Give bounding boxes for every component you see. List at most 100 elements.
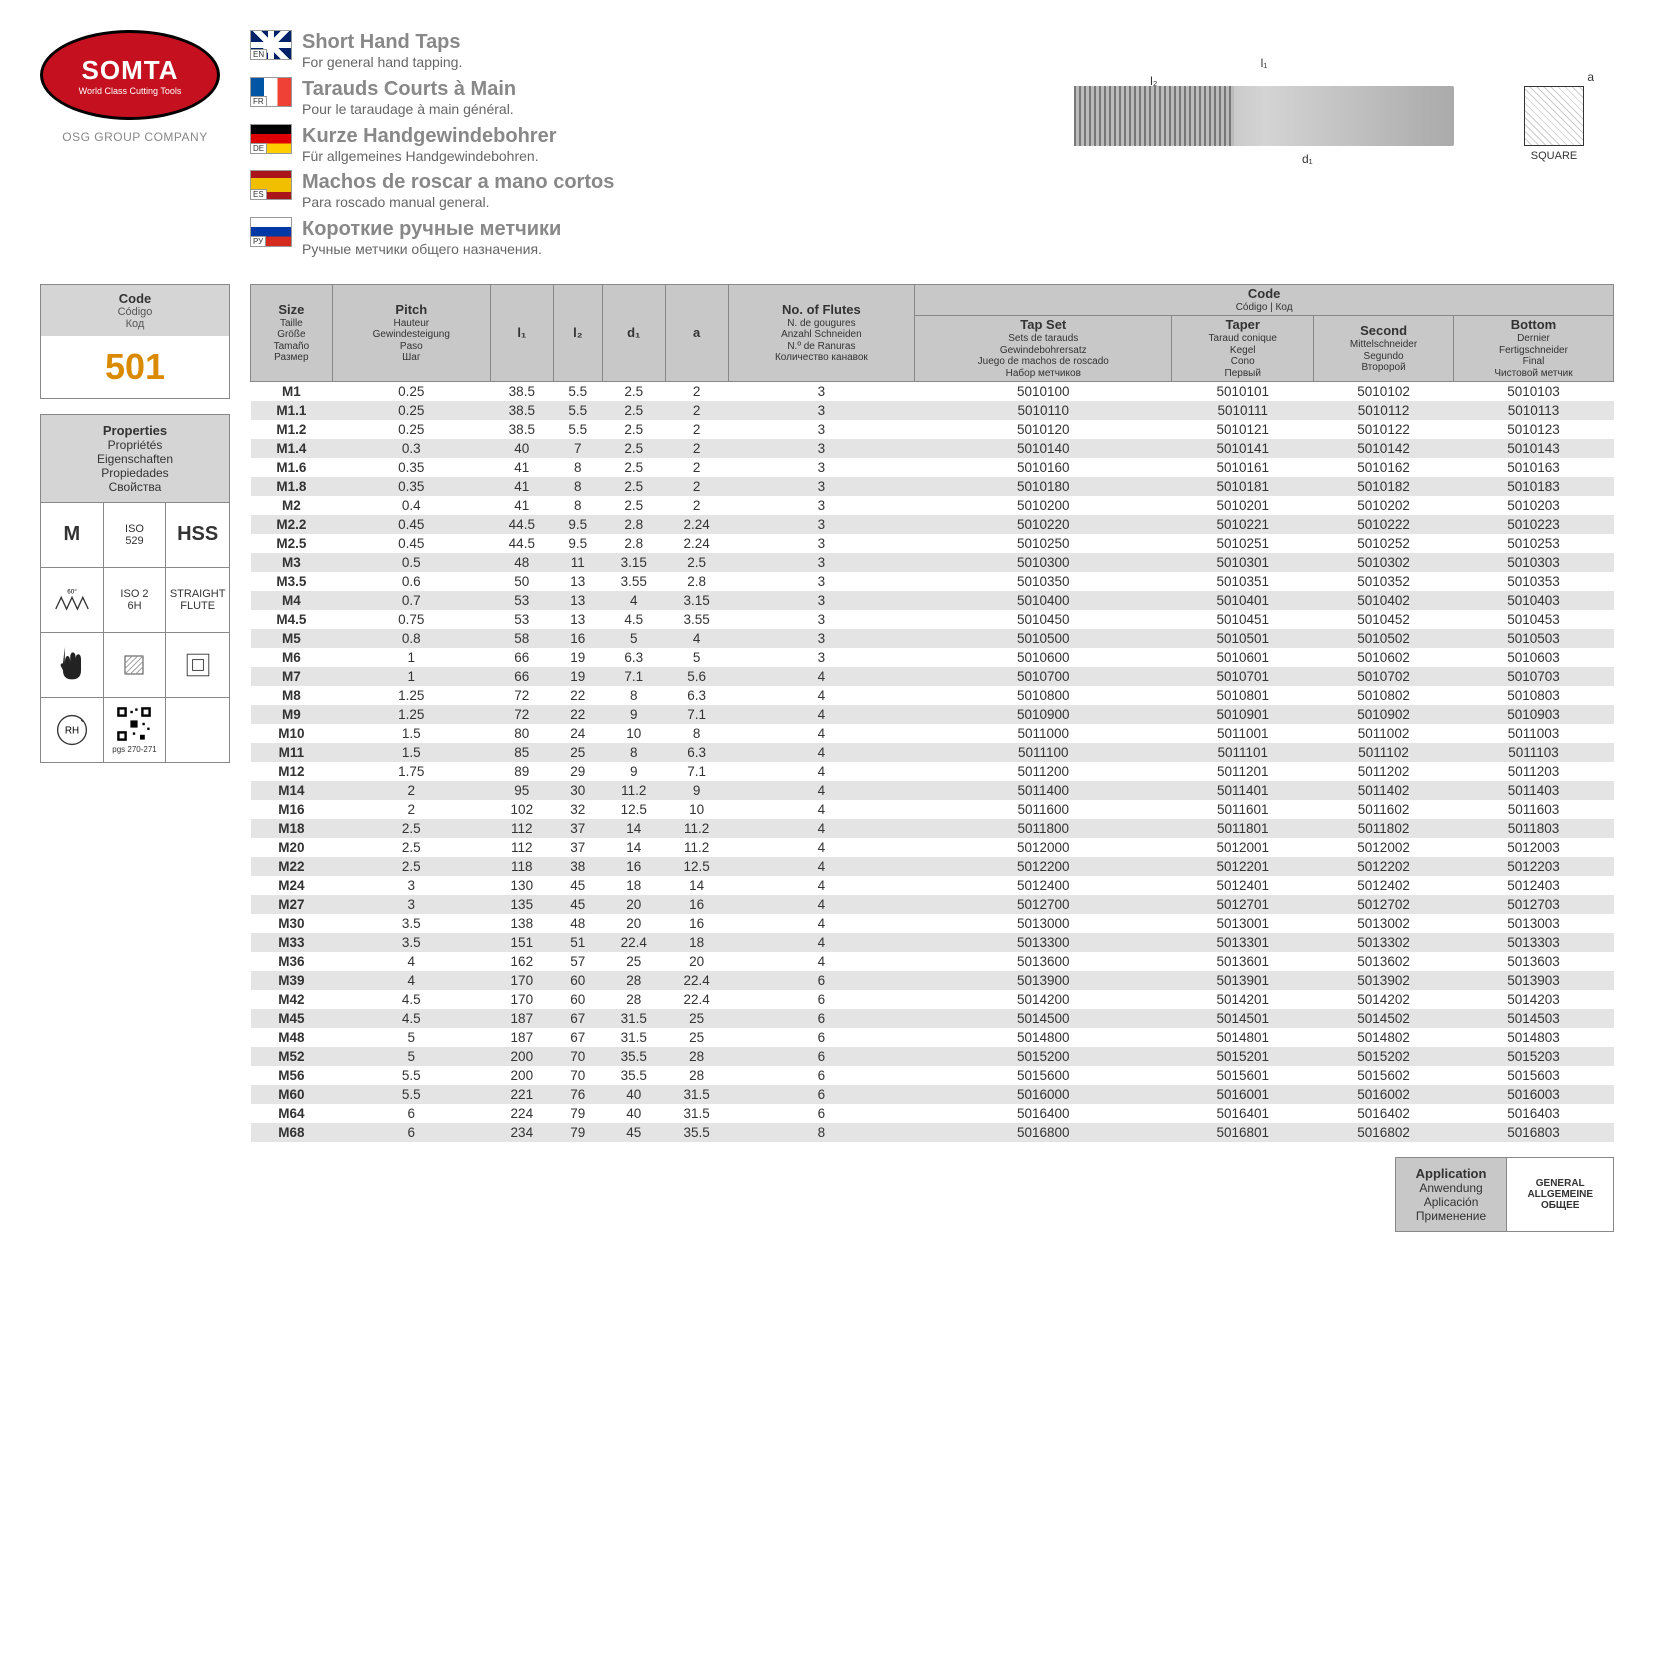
table-cell: 0.25	[332, 382, 490, 402]
table-cell: 5012702	[1314, 895, 1454, 914]
table-cell: 20	[602, 914, 665, 933]
table-cell: 48	[490, 553, 553, 572]
title-text: Tarauds Courts à MainPour le taraudage à…	[302, 77, 516, 118]
property-cell-6	[41, 632, 104, 697]
table-cell: 79	[553, 1104, 602, 1123]
table-cell: 5015202	[1314, 1047, 1454, 1066]
table-cell: 5010502	[1314, 629, 1454, 648]
table-cell: 1.5	[332, 743, 490, 762]
table-row: M182.5112371411.245011800501180150118025…	[251, 819, 1614, 838]
properties-grid: MISO529HSS60°ISO 26HSTRAIGHTFLUTERHpgs 2…	[41, 502, 229, 762]
table-cell: 53	[490, 591, 553, 610]
table-cell: 2	[665, 458, 728, 477]
table-cell: 11.2	[665, 838, 728, 857]
table-cell: M3.5	[251, 572, 333, 591]
table-cell: 4.5	[602, 610, 665, 629]
table-row: M646224794031.56501640050164015016402501…	[251, 1104, 1614, 1123]
table-row: M1.10.2538.55.52.52350101105010111501011…	[251, 401, 1614, 420]
table-cell: 4	[728, 705, 915, 724]
table-cell: 37	[553, 819, 602, 838]
table-cell: 5010800	[915, 686, 1172, 705]
properties-box: Properties Propriétés Eigenschaften Prop…	[40, 414, 230, 763]
table-cell: M39	[251, 971, 333, 990]
title-row-fr: FRTarauds Courts à MainPour le taraudage…	[250, 77, 1034, 118]
table-cell: 5010222	[1314, 515, 1454, 534]
table-cell: 130	[490, 876, 553, 895]
table-cell: 3	[728, 591, 915, 610]
table-cell: 3	[728, 534, 915, 553]
application-value: GENERAL ALLGEMEINE ОБЩЕЕ	[1507, 1158, 1613, 1231]
table-cell: 5011601	[1172, 800, 1314, 819]
table-cell: 11.2	[665, 819, 728, 838]
table-cell: 162	[490, 952, 553, 971]
table-cell: 5010163	[1453, 458, 1613, 477]
table-cell: 1	[332, 667, 490, 686]
table-cell: M16	[251, 800, 333, 819]
square-diagram: a SQUARE	[1514, 70, 1594, 162]
table-cell: 5010503	[1453, 629, 1613, 648]
table-cell: 5011400	[915, 781, 1172, 800]
table-cell: 0.75	[332, 610, 490, 629]
flag-de-icon: DE	[250, 124, 292, 154]
table-cell: 3.55	[602, 572, 665, 591]
flag-label: DE	[251, 143, 267, 153]
main-content: Code Código Код 501 Properties Propriété…	[40, 284, 1614, 1232]
table-cell: 224	[490, 1104, 553, 1123]
table-cell: M56	[251, 1066, 333, 1085]
code-sub-1: Код	[41, 318, 229, 330]
table-cell: 5012000	[915, 838, 1172, 857]
table-cell: 5010253	[1453, 534, 1613, 553]
table-cell: 85	[490, 743, 553, 762]
table-cell: 44.5	[490, 534, 553, 553]
table-cell: 57	[553, 952, 602, 971]
table-row: M4851876731.5256501480050148015014802501…	[251, 1028, 1614, 1047]
table-row: M91.25722297.145010900501090150109025010…	[251, 705, 1614, 724]
table-cell: 5.5	[553, 382, 602, 402]
table-cell: 5013602	[1314, 952, 1454, 971]
title-text: Короткие ручные метчикиРучные метчики об…	[302, 217, 561, 258]
table-cell: 3	[728, 382, 915, 402]
table-cell: 4	[728, 724, 915, 743]
table-row: M20.44182.523501020050102015010202501020…	[251, 496, 1614, 515]
table-cell: 5010223	[1453, 515, 1613, 534]
table-cell: 5010700	[915, 667, 1172, 686]
table-cell: 12.5	[602, 800, 665, 819]
table-cell: 5011802	[1314, 819, 1454, 838]
table-cell: 2.5	[602, 439, 665, 458]
table-cell: 5014801	[1172, 1028, 1314, 1047]
product-title: Tarauds Courts à Main	[302, 77, 516, 101]
table-cell: 5010101	[1172, 382, 1314, 402]
table-cell: 13	[553, 591, 602, 610]
table-cell: 4	[728, 667, 915, 686]
table-cell: 5010601	[1172, 648, 1314, 667]
table-cell: 19	[553, 667, 602, 686]
table-cell: 38	[553, 857, 602, 876]
table-cell: 0.45	[332, 534, 490, 553]
table-cell: 4	[728, 819, 915, 838]
table-cell: 3.55	[665, 610, 728, 629]
table-cell: 60	[553, 990, 602, 1009]
table-cell: M6	[251, 648, 333, 667]
flag-ru-icon: РУ	[250, 217, 292, 247]
table-cell: 5012003	[1453, 838, 1613, 857]
table-cell: 5016001	[1172, 1085, 1314, 1104]
table-cell: 25	[602, 952, 665, 971]
product-title: Kurze Handgewindebohrer	[302, 124, 556, 148]
table-cell: M9	[251, 705, 333, 724]
table-cell: M27	[251, 895, 333, 914]
table-cell: 10	[665, 800, 728, 819]
table-cell: 5010353	[1453, 572, 1613, 591]
table-cell: 72	[490, 686, 553, 705]
table-cell: 5011801	[1172, 819, 1314, 838]
title-row-de: DEKurze HandgewindebohrerFür allgemeines…	[250, 124, 1034, 165]
table-row: M81.25722286.345010800501080150108025010…	[251, 686, 1614, 705]
table-row: M394170602822.46501390050139015013902501…	[251, 971, 1614, 990]
table-cell: M1.4	[251, 439, 333, 458]
table-cell: 28	[602, 990, 665, 1009]
table-row: M2.20.4544.59.52.82.24350102205010221501…	[251, 515, 1614, 534]
table-cell: M2.2	[251, 515, 333, 534]
table-cell: 2	[665, 420, 728, 439]
table-cell: 38.5	[490, 401, 553, 420]
props-sub-2: Propiedades	[45, 466, 225, 480]
table-row: M7166197.15.6450107005010701501070250107…	[251, 667, 1614, 686]
